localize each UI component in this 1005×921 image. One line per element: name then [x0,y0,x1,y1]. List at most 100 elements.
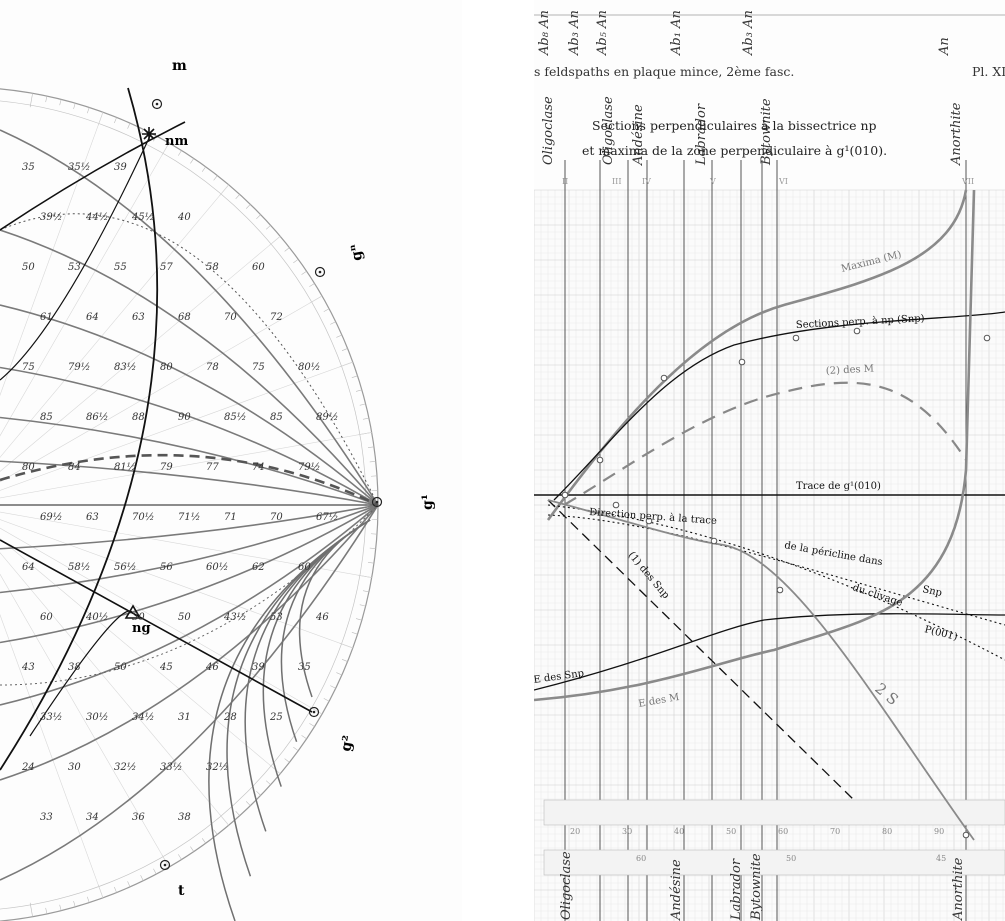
equal-extinction-curve [0,418,378,506]
angle-value-label: 86½ [86,412,108,423]
graduation-tick [368,562,374,563]
data-point [963,832,969,838]
angle-value-label: 50 [22,262,35,273]
graduation-tick [370,461,376,462]
angle-value-label: 85½ [224,412,246,423]
angle-value-label: 80½ [298,362,320,373]
left-plate-page: 35 35½ 39 39½ 44½ 45½ 40 50 53 55 57 58 60 61 64 63 68 70… [0,0,462,921]
angle-value-label: 68 [178,312,191,323]
graduation-tick [46,96,47,102]
graduation-tick [363,591,369,592]
angle-value-label: 50 [114,662,127,673]
graduation-tick [214,176,218,181]
angle-value-label: 71 [224,512,237,523]
dotted-curve [0,214,378,505]
angle-value-label: 34½ [132,712,154,723]
angle-value-label: 75 [22,362,35,373]
graduation-tick [336,673,341,675]
graduation-tick [368,447,374,448]
graduation-tick [330,686,335,689]
page-gutter [462,0,534,921]
stereographic-projection: 35 35½ 39 39½ 44½ 45½ 40 50 53 55 57 58 60 61 64 63 68 70… [0,0,462,921]
angle-value-label: 72 [270,312,283,323]
angle-value-label: 79½ [298,462,320,473]
angle-value-label: 45 [159,662,173,673]
graduation-tick [309,283,314,286]
angle-value-label: 85 [270,412,283,423]
graduation-tick [236,194,240,198]
angle-value-label: 90 [178,412,191,423]
angle-value-label: 50 [178,612,191,623]
handwritten-bottom-name: Bytownite [749,853,764,920]
roman-numeral: III [612,177,621,186]
angle-value-label: 35 [298,662,311,673]
data-point [562,492,568,498]
angle-value-label: 58 [206,262,219,273]
angle-value-label: 70 [224,312,237,323]
graduation-tick [293,259,298,263]
radial-grid-line [0,143,169,505]
angle-value-label: 61 [40,312,53,323]
dashed-maximum-curve [0,455,378,505]
graduation-tick [336,335,341,337]
graduation-tick [324,698,329,701]
angle-value-label: 85 [40,412,53,423]
scale-value: 70 [830,827,840,836]
angle-value-label: 63 [86,512,99,523]
angle-value-label: 33 [40,812,53,823]
equal-extinction-curve [0,230,378,505]
pole-label-gn: gⁿ [347,243,366,263]
equal-extinction-curve [0,505,378,705]
scale-value: 60 [778,827,788,836]
angle-value-label: 75 [252,362,265,373]
graduation-tick [46,908,47,914]
graduation-tick [178,854,181,859]
angle-value-label: 38 [178,812,191,823]
pole-label-g1: g¹ [420,494,436,510]
graduation-tick [256,791,260,795]
angle-value-label: 79½ [68,362,90,373]
right-plate-page: Ab₈ An Ab₃ An Ab₅ An Ab₁ An Ab₃ An An s felds… [534,0,1005,921]
extinction-angle-chart: Maxima (M)Sections perp. à np (Snp)(2) d… [534,0,1005,921]
handwritten-bottom-name: Andésine [669,859,684,920]
chart-grid [534,160,1005,921]
graduation-tick [74,901,76,907]
angle-value-label: 56 [160,562,173,573]
angle-value-label: 70½ [132,512,154,523]
angle-value-label: 60 [252,262,265,273]
data-point [661,375,667,381]
roman-numeral: IV [642,177,651,186]
scale-value: 50 [786,854,796,863]
graduation-tick [309,723,314,726]
roman-numeral: VII [961,177,974,186]
scale-value: 90 [934,827,944,836]
graduation-tick [285,759,290,763]
graduation-tick [214,830,218,835]
graduation-tick [342,659,348,661]
graduation-tick [293,747,298,751]
graduation-tick [342,348,348,350]
angle-value-label: 84 [68,462,81,473]
graduation-tick [302,735,307,738]
data-point [613,502,619,508]
angle-value-label: 40½ [85,612,108,623]
graduation-tick [356,619,362,621]
graduation-tick [324,309,329,312]
scale-value: 20 [570,827,580,836]
angle-value-label: 58½ [68,562,90,573]
graduation-tick [236,811,240,815]
dotted-curve [0,505,378,685]
scale-value: 50 [726,827,736,836]
graduation-tick [190,158,193,163]
angle-value-label: 83½ [114,362,136,373]
data-point [711,538,717,544]
angle-value-label: 40 [177,212,191,223]
angle-value-label: 67½ [316,512,338,523]
graduation-tick [352,632,358,634]
pole-star-nm [142,127,156,141]
angle-value-label: 80 [160,362,173,373]
angle-value-label: 28 [223,712,237,723]
angle-value-label: 81½ [114,462,136,473]
angle-value-label: 71½ [178,512,200,523]
pole-label-nm: nm [165,134,188,149]
